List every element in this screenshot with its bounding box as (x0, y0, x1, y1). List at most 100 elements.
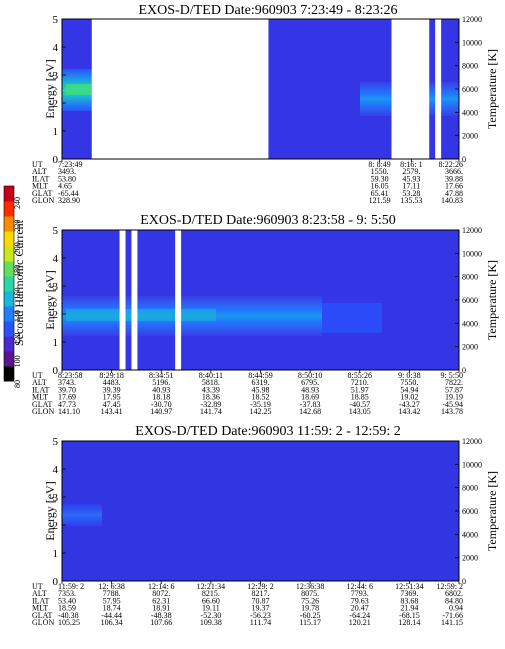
ephemeris-value: 8:44:59 (248, 371, 272, 380)
ephemeris-row-label: GLON (32, 196, 54, 205)
ephemeris-value: 17.11 (403, 182, 421, 191)
ephemeris-value: 143.05 (349, 407, 371, 416)
y2-tick-label: 12000 (462, 437, 482, 446)
colorbar-swatch (4, 366, 14, 382)
ephemeris-value: 83.68 (400, 596, 418, 605)
ephemeris-value: 21.94 (400, 604, 418, 613)
ephemeris-value: 3493. (58, 167, 76, 176)
y-tick-label: 4 (53, 464, 59, 476)
ephemeris-value: -48.38 (151, 611, 172, 620)
y-tick-label: 2 (53, 98, 59, 110)
colorbar-swatch (4, 186, 14, 202)
y2-tick-label: 2000 (462, 343, 478, 352)
ephemeris-value: 12:44: 6 (347, 582, 373, 591)
ephemeris-value: 45.93 (402, 174, 420, 183)
y-tick-label: 1 (53, 126, 59, 138)
panel-3-ylabel: Energy [eV] (43, 481, 57, 540)
ephemeris-value: 140.97 (150, 407, 172, 416)
y2-tick-label: 8000 (462, 484, 478, 493)
ephemeris-value: 142.68 (299, 407, 321, 416)
y2-tick-label: 0 (462, 366, 466, 375)
ephemeris-value: 39.88 (445, 174, 463, 183)
panel-1-y-ticks: 0 1 2 3 4 5 (53, 14, 66, 166)
colorbar-tick-label: 80 (13, 380, 22, 388)
y-tick-label: 0 (53, 154, 59, 166)
ephemeris-value: 12:29: 2 (247, 582, 273, 591)
ephemeris-value: 39.70 (58, 385, 76, 394)
ephemeris-value: -32.89 (201, 400, 222, 409)
ephemeris-value: 18.36 (202, 393, 220, 402)
colorbar-tick-label: 160 (13, 288, 22, 300)
ephemeris-row-label: GLON (32, 618, 54, 627)
panel-2-band-tail (322, 303, 382, 333)
y2-tick-label: 0 (462, 155, 466, 164)
y2-tick-label: 0 (462, 577, 466, 586)
ephemeris-value: 51.97 (351, 385, 369, 394)
colorbar-swatches (3, 185, 15, 382)
ephemeris-row-label: ILAT (32, 385, 49, 394)
data-gap (119, 230, 126, 370)
ephemeris-value: 18.91 (152, 604, 170, 613)
ephemeris-value: 57.87 (445, 385, 463, 394)
data-gap (91, 19, 269, 159)
ephemeris-value: -68.15 (399, 611, 420, 620)
y2-tick-label: 8000 (462, 62, 478, 71)
ephemeris-value: 141.74 (200, 407, 222, 416)
ephemeris-value: 9: 5:50 (441, 371, 463, 380)
ephemeris-value: 19.37 (252, 604, 270, 613)
ephemeris-value: 12:14: 6 (148, 582, 174, 591)
panel-2-y2-ticks: 0 2000 4000 6000 8000 10000 12000 (455, 226, 482, 375)
ephemeris-value: 8:29:18 (99, 371, 123, 380)
ephemeris-value: -65.44 (58, 189, 79, 198)
ephemeris-value: 59.30 (371, 174, 389, 183)
y2-tick-label: 2000 (462, 132, 478, 141)
panel-2-data-gaps (119, 230, 182, 370)
ephemeris-value: 70.87 (252, 596, 270, 605)
ephemeris-row-label: UT (32, 371, 43, 380)
ephemeris-value: 45.98 (252, 385, 270, 394)
y2-tick-label: 8000 (462, 273, 478, 282)
ephemeris-value: 79.63 (351, 596, 369, 605)
ephemeris-value: -35.19 (250, 400, 271, 409)
colorbar-swatch (4, 231, 14, 247)
ephemeris-value: 141.10 (58, 407, 80, 416)
ephemeris-value: -45.94 (442, 400, 463, 409)
y-tick-label: 0 (53, 576, 59, 588)
colorbar-swatch (4, 336, 14, 352)
ephemeris-value: 8215. (202, 589, 220, 598)
colorbar-swatch (4, 276, 14, 292)
ephemeris-value: -60.25 (300, 611, 321, 620)
ephemeris-value: 106.34 (101, 618, 123, 627)
ephemeris-value: 8:40:11 (199, 371, 223, 380)
ephemeris-value: 16.05 (371, 182, 389, 191)
ephemeris-value: 121.59 (369, 196, 391, 205)
panel-1-data-gaps (91, 19, 442, 159)
panel-3-y2-ticks: 0 2000 4000 6000 8000 10000 12000 (455, 437, 482, 586)
ephemeris-row-label: UT (32, 582, 43, 591)
ephemeris-value: -71.66 (442, 611, 463, 620)
ephemeris-value: 328.90 (58, 196, 80, 205)
ephemeris-value: 120.21 (349, 618, 371, 627)
ephemeris-value: 12:21:34 (197, 582, 225, 591)
ephemeris-value: 143.42 (398, 407, 420, 416)
data-gap (435, 19, 442, 159)
panel-2-y-ticks: 0 1 2 3 4 5 (53, 225, 66, 377)
y2-tick-label: 12000 (462, 15, 482, 24)
y2-tick-label: 10000 (462, 460, 482, 469)
ephemeris-value: 18.74 (103, 604, 121, 613)
colorbar-tick-label: 240 (13, 197, 22, 209)
colorbar-tick-label: 100 (13, 355, 22, 367)
ephemeris-value: 18.69 (301, 393, 319, 402)
ephemeris-row-label: MLT (32, 182, 48, 191)
ephemeris-row-label: ILAT (32, 174, 49, 183)
y-tick-label: 1 (53, 337, 59, 349)
ephemeris-value: 20.47 (351, 604, 369, 613)
ephemeris-value: 109.38 (200, 618, 222, 627)
ephemeris-value: 8:50:10 (298, 371, 322, 380)
y2-tick-label: 4000 (462, 108, 478, 117)
ephemeris-value: 142.25 (250, 407, 272, 416)
ephemeris-value: 18.85 (351, 393, 369, 402)
ephemeris-value: 8:16: 1 (400, 160, 422, 169)
